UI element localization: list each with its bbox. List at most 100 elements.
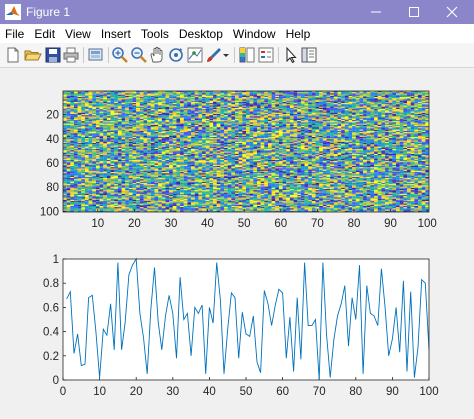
heatmap-cell <box>198 104 203 106</box>
heatmap-cell <box>249 143 254 145</box>
heatmap-cell <box>110 144 115 146</box>
heatmap-cell <box>425 123 430 125</box>
heatmap-cell <box>286 145 290 147</box>
heatmap-cell <box>114 106 118 108</box>
menu-file[interactable]: File <box>5 26 25 41</box>
heatmap-cell <box>322 134 327 136</box>
heatmap-cell <box>95 104 100 106</box>
heatmap-cell <box>300 145 305 147</box>
heatmap-cell <box>359 95 364 98</box>
heatmap-cell <box>396 134 400 136</box>
pan-icon[interactable] <box>148 46 166 64</box>
heatmap-cell <box>231 99 236 101</box>
heatmap-cell <box>293 91 298 93</box>
heatmap-cell <box>213 132 217 134</box>
property-editor-icon[interactable] <box>300 46 318 64</box>
save-icon[interactable] <box>44 46 62 64</box>
open-file-icon[interactable] <box>24 46 42 64</box>
heatmap-cell <box>205 136 210 139</box>
heatmap-cell <box>414 130 419 133</box>
pointer-icon[interactable] <box>282 46 300 64</box>
heatmap-cell <box>95 121 100 123</box>
heatmap-cell <box>103 109 107 111</box>
heatmap-cell <box>407 116 411 118</box>
heatmap-cell <box>418 149 422 151</box>
heatmap-cell <box>136 107 140 110</box>
heatmap-cell <box>147 113 151 116</box>
heatmap-cell <box>213 91 217 93</box>
print-icon[interactable] <box>62 46 80 64</box>
heatmap-cell <box>311 112 316 115</box>
heatmap-cell <box>198 110 203 112</box>
heatmap-cell <box>158 121 162 123</box>
dropdown-arrow-icon[interactable] <box>222 46 230 64</box>
heatmap-cell <box>202 132 206 134</box>
heatmap-cell <box>121 115 126 117</box>
heatmap-cell <box>136 143 140 145</box>
heatmap-cell <box>304 100 309 102</box>
heatmap-cell <box>143 123 148 125</box>
heatmap-cell <box>300 93 305 95</box>
heatmap-cell <box>304 113 309 116</box>
heatmap-cell <box>374 118 378 121</box>
heatmap-cell <box>227 110 232 112</box>
colorbar-icon[interactable] <box>238 46 256 64</box>
heatmap-cell <box>242 121 247 123</box>
maximize-button[interactable] <box>396 0 432 24</box>
zoom-out-icon[interactable] <box>130 46 148 64</box>
data-cursor-icon[interactable] <box>186 46 204 64</box>
menu-view[interactable]: View <box>65 26 91 41</box>
print-preview-icon[interactable] <box>87 46 105 64</box>
heatmap-cell <box>326 133 331 135</box>
heatmap-cell <box>311 111 316 113</box>
legend-icon[interactable] <box>257 46 275 64</box>
heatmap-cell <box>421 141 426 144</box>
zoom-in-icon[interactable] <box>111 46 129 64</box>
new-figure-icon[interactable] <box>4 46 22 64</box>
menu-edit[interactable]: Edit <box>34 26 56 41</box>
menu-desktop[interactable]: Desktop <box>178 26 223 41</box>
heatmap-cell <box>95 133 100 135</box>
rotate-3d-icon[interactable] <box>167 46 185 64</box>
heatmap-cell <box>260 122 265 124</box>
heatmap-cell <box>344 127 349 129</box>
menu-insert[interactable]: Insert <box>100 26 131 41</box>
heatmap-cell <box>330 120 334 122</box>
close-button[interactable] <box>434 0 470 24</box>
heatmap-cell <box>73 136 78 139</box>
heatmap-cell <box>99 120 104 122</box>
heatmap-cell <box>403 116 408 118</box>
heatmap-cell <box>106 116 111 118</box>
heatmap-cell <box>366 94 371 96</box>
heatmap-cell <box>418 126 422 128</box>
heatmap-cell <box>66 127 71 129</box>
menu-tools[interactable]: Tools <box>140 26 169 41</box>
heatmap-cell <box>202 145 206 147</box>
heatmap-cell <box>161 147 166 150</box>
heatmap-cell <box>249 106 254 108</box>
heatmap-cell <box>425 133 430 135</box>
brush-icon[interactable] <box>205 46 223 64</box>
heatmap-cell <box>260 111 265 113</box>
heatmap-cell <box>399 113 404 116</box>
heatmap-cell <box>106 122 111 124</box>
heatmap-cell <box>366 149 371 151</box>
heatmap-cell <box>191 95 195 98</box>
heatmap-cell <box>333 93 338 95</box>
heatmap-cell <box>165 146 170 148</box>
heatmap-cell <box>165 91 170 93</box>
menu-help[interactable]: Help <box>285 26 311 41</box>
heatmap-cell <box>348 149 353 151</box>
heatmap-cell <box>128 93 133 95</box>
heatmap-cell <box>286 147 290 150</box>
menu-window[interactable]: Window <box>232 26 276 41</box>
heatmap-cell <box>176 111 181 113</box>
heatmap-cell <box>198 120 203 122</box>
heatmap-cell <box>385 146 389 148</box>
heatmap-cell <box>385 99 389 101</box>
heatmap-cell <box>348 129 353 131</box>
heatmap-cell <box>169 113 173 116</box>
minimize-button[interactable] <box>358 0 394 24</box>
heatmap-cell <box>322 139 327 141</box>
